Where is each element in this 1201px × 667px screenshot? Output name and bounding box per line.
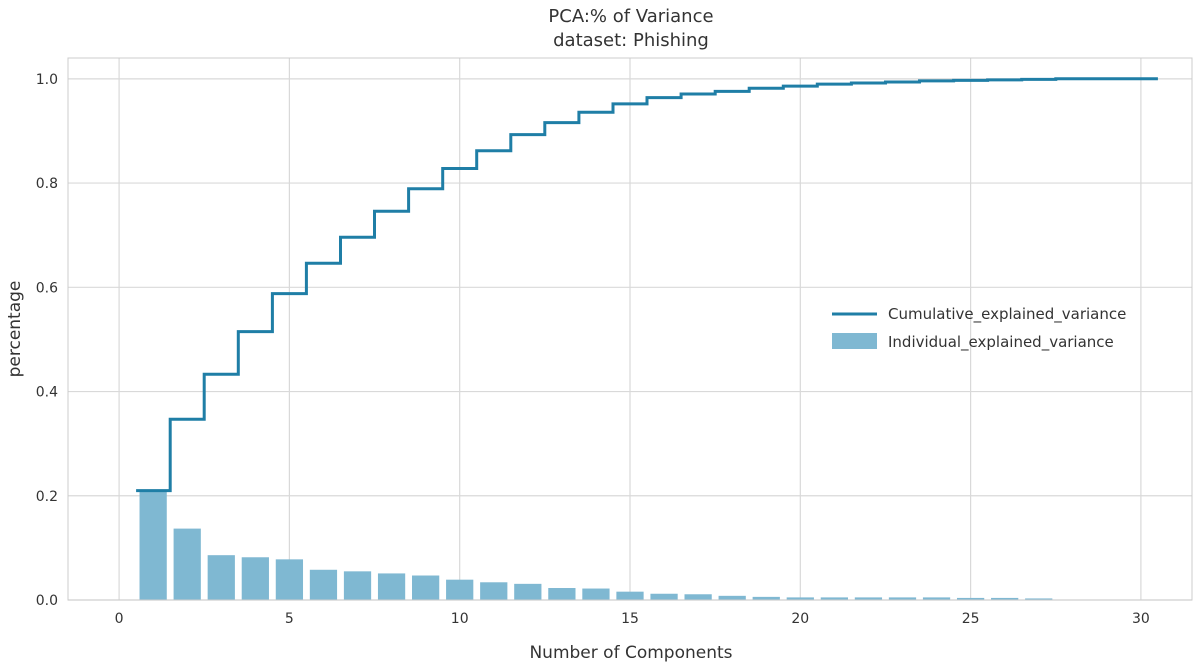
bar-component-15 [616, 591, 644, 600]
bar-component-21 [820, 597, 848, 600]
bar-component-20 [786, 597, 814, 600]
x-tick-label: 25 [962, 611, 980, 627]
chart-title: PCA:% of Variance [548, 6, 713, 27]
legend-cumulative-label: Cumulative_explained_variance [888, 305, 1126, 324]
y-tick-label: 0.2 [36, 489, 58, 505]
bar-component-22 [854, 597, 883, 600]
x-axis-label: Number of Components [529, 643, 732, 663]
bar-component-25 [956, 597, 985, 600]
legend: Cumulative_explained_variance Individual… [832, 305, 1126, 352]
bar-component-14 [582, 588, 610, 600]
y-tick-label: 0.0 [36, 593, 58, 609]
y-tick-label: 0.8 [36, 176, 58, 192]
bar-component-12 [514, 583, 542, 600]
bar-component-8 [377, 573, 406, 600]
bar-component-6 [309, 569, 338, 600]
chart-subtitle: dataset: Phishing [553, 30, 709, 51]
x-tick-label: 30 [1132, 611, 1150, 627]
bar-component-27 [1025, 598, 1053, 600]
x-tick-label: 20 [791, 611, 809, 627]
x-tick-label: 0 [115, 611, 124, 627]
bar-component-11 [480, 582, 508, 600]
bar-series [139, 490, 1053, 600]
bar-component-19 [752, 596, 780, 600]
y-tick-label: 1.0 [36, 72, 58, 88]
bar-component-2 [173, 528, 201, 600]
legend-individual-label: Individual_explained_variance [888, 333, 1114, 352]
y-tick-label: 0.6 [36, 280, 58, 296]
bar-component-24 [922, 597, 951, 600]
bar-component-1 [139, 490, 167, 600]
y-axis-label: percentage [5, 281, 25, 378]
bar-component-5 [275, 559, 304, 600]
y-tick-label: 0.4 [36, 385, 58, 401]
bar-component-3 [207, 555, 235, 600]
bar-component-9 [412, 575, 440, 600]
bar-component-23 [888, 597, 917, 600]
step-series [136, 77, 1158, 493]
bar-component-16 [650, 593, 678, 600]
x-tick-label: 10 [451, 611, 469, 627]
x-tick-label: 15 [621, 611, 639, 627]
bar-component-7 [343, 571, 372, 600]
bar-component-10 [446, 579, 474, 600]
y-axis-ticks: 0.0 0.2 0.4 0.6 0.8 1.0 [36, 72, 58, 609]
bar-component-4 [241, 557, 269, 600]
legend-bar-swatch [832, 333, 877, 349]
plot-border [67, 57, 1193, 601]
bar-component-17 [684, 594, 712, 600]
x-axis-ticks: 0 5 10 15 20 25 30 [115, 611, 1150, 627]
bar-component-18 [718, 595, 746, 600]
bar-component-26 [991, 597, 1019, 600]
bar-component-13 [548, 588, 576, 600]
x-tick-label: 5 [285, 611, 294, 627]
cumulative-step-line [136, 77, 1158, 493]
